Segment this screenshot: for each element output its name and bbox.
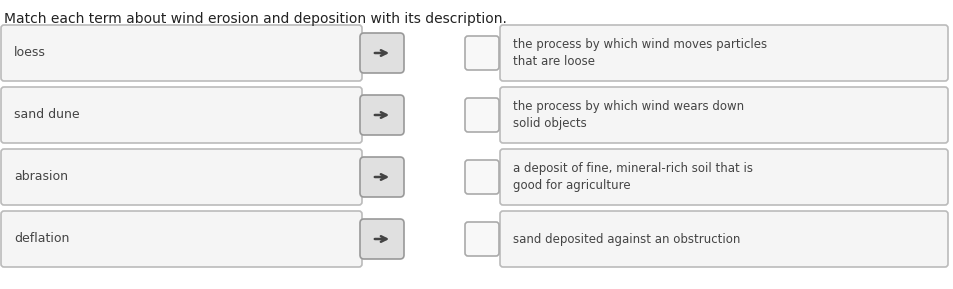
FancyBboxPatch shape [464, 36, 498, 70]
FancyBboxPatch shape [499, 87, 947, 143]
FancyBboxPatch shape [359, 33, 403, 73]
FancyBboxPatch shape [464, 160, 498, 194]
Text: sand deposited against an obstruction: sand deposited against an obstruction [513, 232, 740, 245]
FancyBboxPatch shape [464, 222, 498, 256]
FancyBboxPatch shape [1, 211, 361, 267]
Text: a deposit of fine, mineral-rich soil that is
good for agriculture: a deposit of fine, mineral-rich soil tha… [513, 162, 752, 192]
FancyBboxPatch shape [1, 149, 361, 205]
FancyBboxPatch shape [359, 157, 403, 197]
FancyBboxPatch shape [499, 149, 947, 205]
FancyBboxPatch shape [1, 25, 361, 81]
FancyBboxPatch shape [359, 95, 403, 135]
FancyBboxPatch shape [499, 25, 947, 81]
Text: the process by which wind wears down
solid objects: the process by which wind wears down sol… [513, 100, 743, 130]
Text: Match each term about wind erosion and deposition with its description.: Match each term about wind erosion and d… [4, 12, 506, 26]
FancyBboxPatch shape [464, 98, 498, 132]
Text: abrasion: abrasion [14, 171, 68, 184]
FancyBboxPatch shape [1, 87, 361, 143]
FancyBboxPatch shape [499, 211, 947, 267]
Text: sand dune: sand dune [14, 108, 79, 121]
FancyBboxPatch shape [359, 219, 403, 259]
Text: deflation: deflation [14, 232, 70, 245]
Text: loess: loess [14, 47, 46, 60]
Text: the process by which wind moves particles
that are loose: the process by which wind moves particle… [513, 38, 766, 68]
